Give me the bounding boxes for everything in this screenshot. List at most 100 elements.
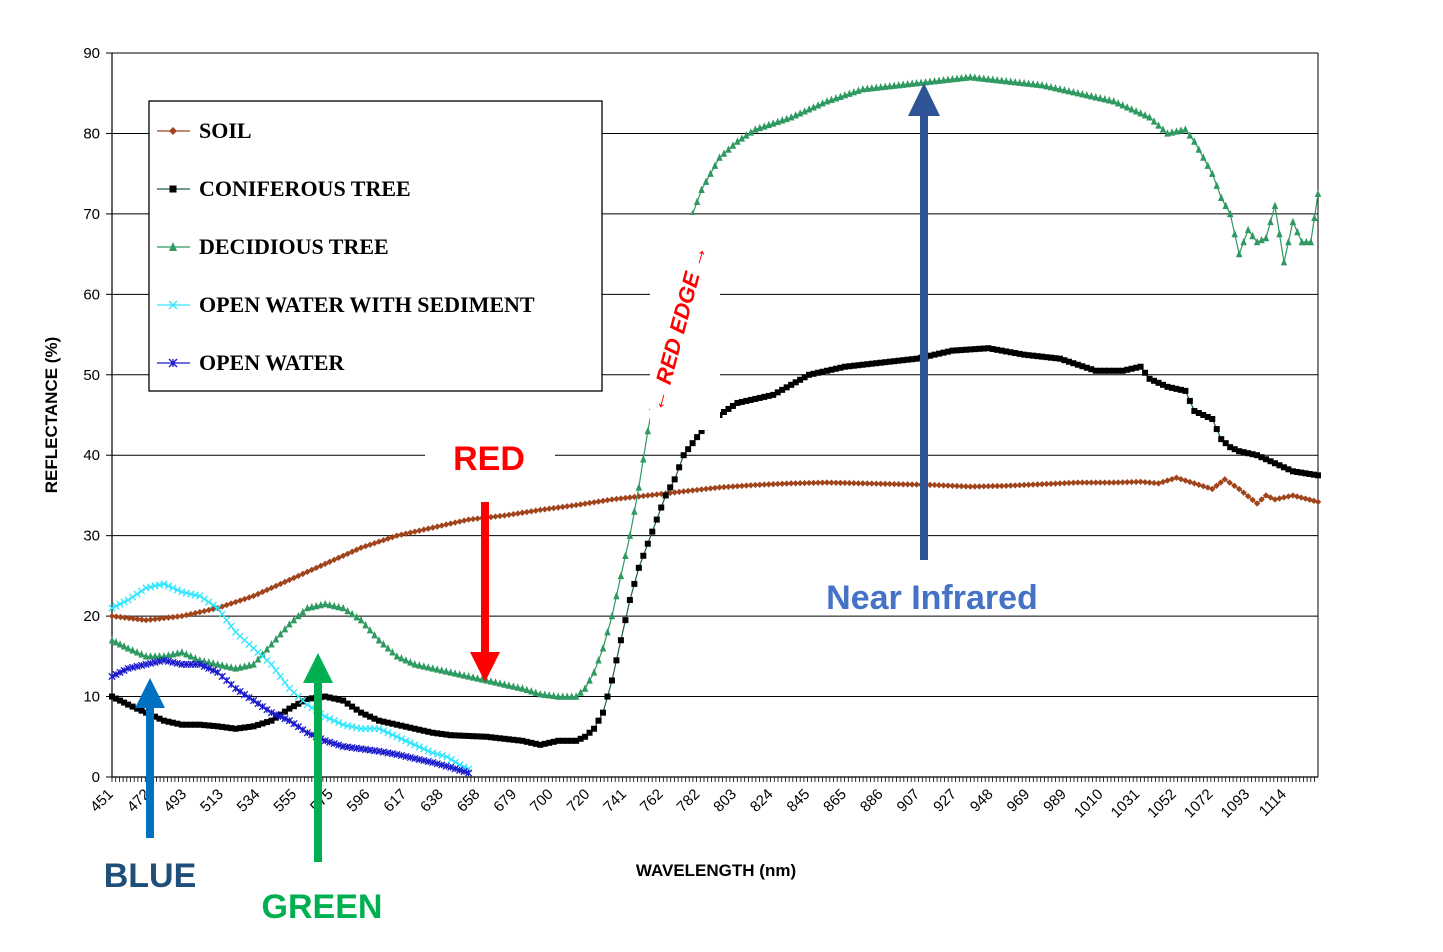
x-tick-label: 638 xyxy=(417,786,447,816)
data-point xyxy=(1047,480,1055,487)
data-point xyxy=(183,721,190,728)
data-point xyxy=(134,705,141,712)
data-point xyxy=(375,725,383,733)
data-point xyxy=(1249,231,1256,240)
data-point xyxy=(371,715,378,722)
data-point xyxy=(389,533,396,541)
data-point xyxy=(998,482,1005,490)
data-point xyxy=(675,488,683,496)
data-point xyxy=(357,615,365,624)
x-tick-label: 845 xyxy=(784,786,814,816)
data-point xyxy=(832,365,839,372)
data-point xyxy=(245,661,253,669)
data-point xyxy=(214,723,221,730)
data-point xyxy=(290,703,297,710)
data-point xyxy=(510,510,517,518)
data-point xyxy=(913,355,920,362)
data-point xyxy=(783,480,790,487)
data-point xyxy=(416,726,423,733)
data-point xyxy=(384,644,392,652)
data-point xyxy=(501,735,508,742)
data-point xyxy=(308,566,316,574)
data-point xyxy=(1240,237,1247,246)
data-point xyxy=(756,394,763,401)
data-point xyxy=(348,548,356,555)
data-point xyxy=(877,480,884,487)
data-point xyxy=(1039,353,1046,360)
data-point xyxy=(245,594,253,601)
x-tick-label: 555 xyxy=(270,786,300,816)
green-arrow-head xyxy=(303,653,333,683)
data-point xyxy=(1240,449,1247,456)
data-point xyxy=(151,652,159,660)
data-point xyxy=(1263,456,1270,463)
data-point xyxy=(541,506,548,513)
data-point xyxy=(559,503,566,511)
data-point xyxy=(859,480,867,487)
data-point xyxy=(434,523,441,530)
data-point xyxy=(411,528,419,535)
data-point xyxy=(321,713,329,721)
legend-box xyxy=(148,100,603,392)
data-point xyxy=(792,379,799,386)
data-point xyxy=(1298,469,1305,476)
x-tick-label: 534 xyxy=(234,786,264,816)
data-point xyxy=(245,693,253,702)
x-tick-label: 865 xyxy=(820,786,850,816)
data-point xyxy=(353,546,360,553)
data-point xyxy=(259,720,266,727)
data-point xyxy=(591,725,598,732)
data-point xyxy=(644,426,652,435)
data-point xyxy=(474,733,481,740)
data-point xyxy=(1221,476,1229,483)
data-point xyxy=(1150,479,1158,487)
y-tick-label: 40 xyxy=(83,447,100,464)
data-point xyxy=(1128,478,1135,486)
data-point xyxy=(366,625,374,634)
data-point xyxy=(953,482,961,490)
data-point xyxy=(581,500,589,507)
data-point xyxy=(617,571,625,580)
data-point xyxy=(882,359,889,366)
data-point xyxy=(1280,494,1288,501)
data-point xyxy=(1029,481,1037,488)
data-point xyxy=(1213,482,1220,489)
data-point xyxy=(882,82,889,90)
data-point xyxy=(895,80,902,89)
data-point xyxy=(1271,460,1278,467)
data-point xyxy=(1236,448,1243,455)
data-point xyxy=(1155,379,1162,386)
data-point xyxy=(819,368,826,375)
data-point xyxy=(393,532,401,539)
data-point xyxy=(411,725,418,732)
data-point xyxy=(330,717,338,725)
data-point xyxy=(187,652,195,660)
data-point xyxy=(788,381,795,388)
data-point xyxy=(1218,193,1225,201)
data-point xyxy=(1315,472,1321,479)
data-point xyxy=(1314,189,1322,197)
data-point xyxy=(900,357,907,364)
data-point xyxy=(1043,354,1050,361)
data-point xyxy=(1262,492,1270,499)
data-point xyxy=(514,683,522,691)
x-tick-label: 1114 xyxy=(1256,786,1290,820)
data-point xyxy=(743,397,750,404)
data-point xyxy=(241,662,248,670)
data-point xyxy=(1110,479,1117,486)
data-point xyxy=(649,491,656,499)
data-point xyxy=(1132,107,1140,115)
data-point xyxy=(940,349,947,356)
data-point xyxy=(308,695,315,702)
data-point xyxy=(223,724,230,731)
data-point xyxy=(944,75,952,83)
data-point xyxy=(285,717,294,725)
data-point xyxy=(846,479,853,487)
data-point xyxy=(339,552,347,559)
data-point xyxy=(904,481,911,488)
data-point xyxy=(658,504,665,511)
data-point xyxy=(810,370,817,377)
data-point xyxy=(1306,470,1313,477)
data-point xyxy=(631,580,638,587)
data-point xyxy=(572,692,580,700)
